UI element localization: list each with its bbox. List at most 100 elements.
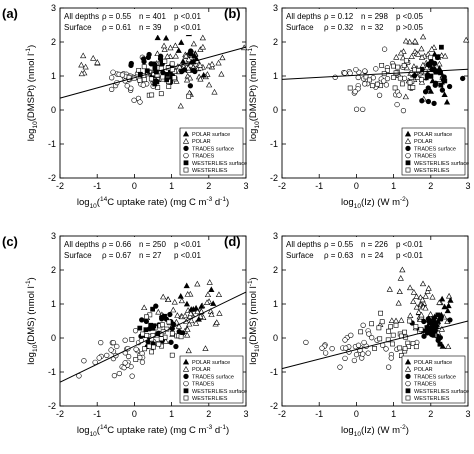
data-point [164,72,170,77]
data-point [419,98,425,104]
data-point [428,45,435,52]
data-point [441,91,448,98]
x-tick-label: 3 [465,181,470,191]
data-point [122,360,128,366]
data-point [410,341,416,346]
data-point [178,334,184,340]
data-point [175,47,182,53]
legend [401,355,466,404]
x-tick-label: 2 [428,181,433,191]
data-point [362,81,368,87]
data-point [352,89,358,95]
legend-marker [405,160,411,166]
legend-marker [405,145,411,152]
panel-d: -2 -1 0 1 2 3 -2 -1 0 1 2 3 log10(Iz) (W m-2) log10(D… [224,231,471,438]
data-point [379,319,385,325]
data-point [182,52,190,59]
data-point [362,68,368,74]
legend-label: WESTERLIES [414,168,450,174]
data-point [114,343,120,350]
regression-line [59,46,247,99]
legend-label: WESTERLIES surface [414,389,469,395]
data-point [154,79,160,85]
data-point [342,70,348,76]
data-point [424,325,430,330]
legend-label: TRADES surface [414,374,456,380]
data-point [400,107,407,114]
data-point [151,61,157,67]
data-point [168,339,174,345]
data-point [433,324,439,329]
data-point [160,74,166,80]
data-point [422,293,429,299]
data-point [165,296,172,303]
regression-line [59,291,247,383]
data-point [94,59,101,65]
data-point [428,54,434,60]
data-point [208,60,216,67]
x-tick-label: 0 [132,409,137,419]
legend-label: TRADES [414,154,437,160]
legend-label: POLAR surface [414,132,452,138]
data-point [216,310,223,316]
data-point [402,329,407,335]
data-point [393,53,400,60]
data-point [215,59,222,66]
data-point [125,353,132,360]
data-point [437,341,443,347]
data-point [447,317,453,323]
data-point [427,319,434,325]
data-point [319,345,325,351]
data-point [206,279,213,285]
data-point [195,316,202,322]
data-point [353,106,360,112]
y-tick-label: 0 [273,105,278,115]
data-point [218,70,225,77]
legend-marker [183,380,189,387]
legend-label: POLAR surface [192,132,230,138]
data-point [411,37,419,44]
stat-n: n = 39 [139,23,162,32]
data-point [185,56,192,62]
data-point [442,52,449,59]
legend-label: TRADES surface [192,374,234,380]
legend-marker [182,365,190,372]
data-point [162,34,170,41]
data-point [158,53,164,59]
stat-p: p <0.01 [174,251,201,260]
data-point [392,317,400,324]
data-point [322,350,329,356]
y-axis-title: log10(DMSPt) (nmol l-1) [247,45,261,141]
stat-n: n = 226 [361,240,388,249]
stat-rho: ρ = 0.12 [324,12,354,21]
legend-label: WESTERLIES surface [192,161,247,167]
legend-marker [182,137,190,144]
data-point [137,354,143,361]
legend-marker [405,380,411,387]
stat-p: p <0.01 [396,240,423,249]
stat-n: n = 24 [361,251,384,260]
y-tick-label: 1 [51,71,56,81]
data-point [435,312,441,318]
data-point [397,49,405,56]
data-point [401,63,407,68]
stat-label: All depths [286,240,321,249]
y-tick-label: 2 [51,37,56,47]
data-point [172,52,179,59]
data-point [141,77,147,82]
data-point [184,291,191,297]
data-point [109,86,115,93]
data-point [391,75,397,80]
stat-rho: ρ = 0.67 [102,251,132,260]
data-point [445,343,452,349]
data-point [381,46,388,52]
panel-b: -2 -1 0 1 2 3 -2 -1 0 1 2 3 log10(Iz) (W m-2) log10(D… [224,3,471,210]
data-point [211,88,218,95]
x-tick-label: -1 [315,409,323,419]
data-point [109,75,115,81]
data-point [419,280,427,287]
data-point [413,303,420,310]
data-point [418,54,426,60]
y-tick-label: 3 [273,231,278,241]
x-tick-label: -2 [278,181,286,191]
